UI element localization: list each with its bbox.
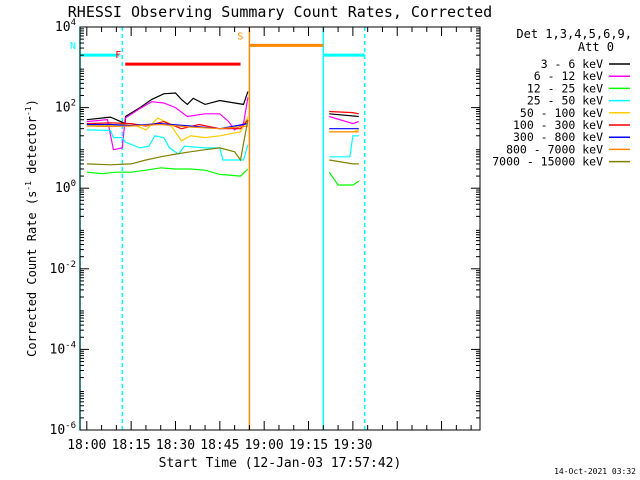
series-line-2-segment-2 (329, 115, 359, 125)
series-line-6-segment-2 (329, 110, 359, 115)
plot-border (79, 26, 481, 431)
x-tick-label-2: 18:15 (112, 438, 151, 453)
series-line-3-segment-1 (86, 167, 249, 177)
x-tick-label-6: 19:15 (289, 438, 328, 453)
y-axis-label-end: ) (25, 99, 39, 106)
series-line-4-segment-1 (86, 129, 249, 161)
plot-frame (79, 26, 481, 431)
legend-label-2: 6 - 12 keV (534, 69, 603, 83)
series-line-1-segment-2 (329, 113, 359, 118)
x-ticks: 18:00 18:15 18:30 18:45 19:00 19:15 19:30 (67, 27, 472, 453)
y-tick-label-6: 10-6 (50, 421, 77, 438)
x-tick-label-7: 19:30 (333, 438, 372, 453)
series-line-9-segment-1 (86, 119, 249, 166)
y-ticks: 104 102 100 10-2 10-4 10-6 (50, 18, 480, 438)
footer-date: 14-Oct-2021 03:32 (554, 467, 636, 476)
legend-header-line1: Det 1,3,4,5,6,9, (516, 27, 632, 41)
legend-label-9: 7000 - 15000 keV (492, 155, 603, 169)
y-tick-label-5: 10-4 (50, 340, 77, 357)
series-line-1-segment-1 (86, 91, 249, 125)
legend-label-4: 25 - 50 keV (527, 94, 603, 108)
y-tick-label-2: 102 (55, 99, 76, 116)
legend-label-3: 12 - 25 keV (527, 81, 603, 95)
flag-label-S: S (237, 31, 243, 42)
legend-label-1: 3 - 6 keV (541, 57, 603, 71)
flag-label-F: F (115, 50, 121, 61)
svg-text:Corrected Count Rate (s-1 dete: Corrected Count Rate (s-1 detector-1) (24, 99, 39, 357)
x-tick-label-1: 18:00 (67, 438, 106, 453)
y-tick-label-3: 100 (55, 179, 76, 196)
legend-header-line2: Att 0 (578, 40, 614, 54)
plot-lines: N F S (70, 27, 366, 430)
chart-title: RHESSI Observing Summary Count Rates, Co… (68, 3, 492, 21)
series-line-8-segment-1 (86, 123, 248, 130)
series-line-9-segment-2 (329, 159, 359, 165)
y-axis-label-mid: detector (25, 116, 39, 181)
flag-label-N: N (70, 41, 76, 52)
series-line-3-segment-2 (328, 171, 360, 186)
y-tick-label-4: 10-2 (50, 260, 77, 277)
legend-label-8: 800 - 7000 keV (506, 142, 603, 156)
series-line-4-segment-2 (329, 135, 359, 158)
y-tick-label-1: 104 (55, 18, 76, 35)
legend-label-5: 50 - 100 keV (520, 106, 603, 120)
y-axis-label-main: Corrected Count Rate (s (25, 191, 39, 357)
series-line-2-segment-1 (86, 97, 249, 151)
legend-label-7: 300 - 800 keV (513, 130, 603, 144)
legend-label-6: 100 - 300 keV (513, 118, 603, 132)
x-axis-label: Start Time (12-Jan-03 17:57:42) (159, 456, 402, 471)
x-tick-label-5: 19:00 (245, 438, 284, 453)
y-axis-label-sup1: -1 (24, 181, 33, 191)
y-axis-label-sup2: -1 (24, 106, 33, 116)
y-axis-label: Corrected Count Rate (s-1 detector-1) (24, 99, 39, 357)
x-tick-label-3: 18:30 (156, 438, 195, 453)
x-tick-label-4: 18:45 (200, 438, 239, 453)
